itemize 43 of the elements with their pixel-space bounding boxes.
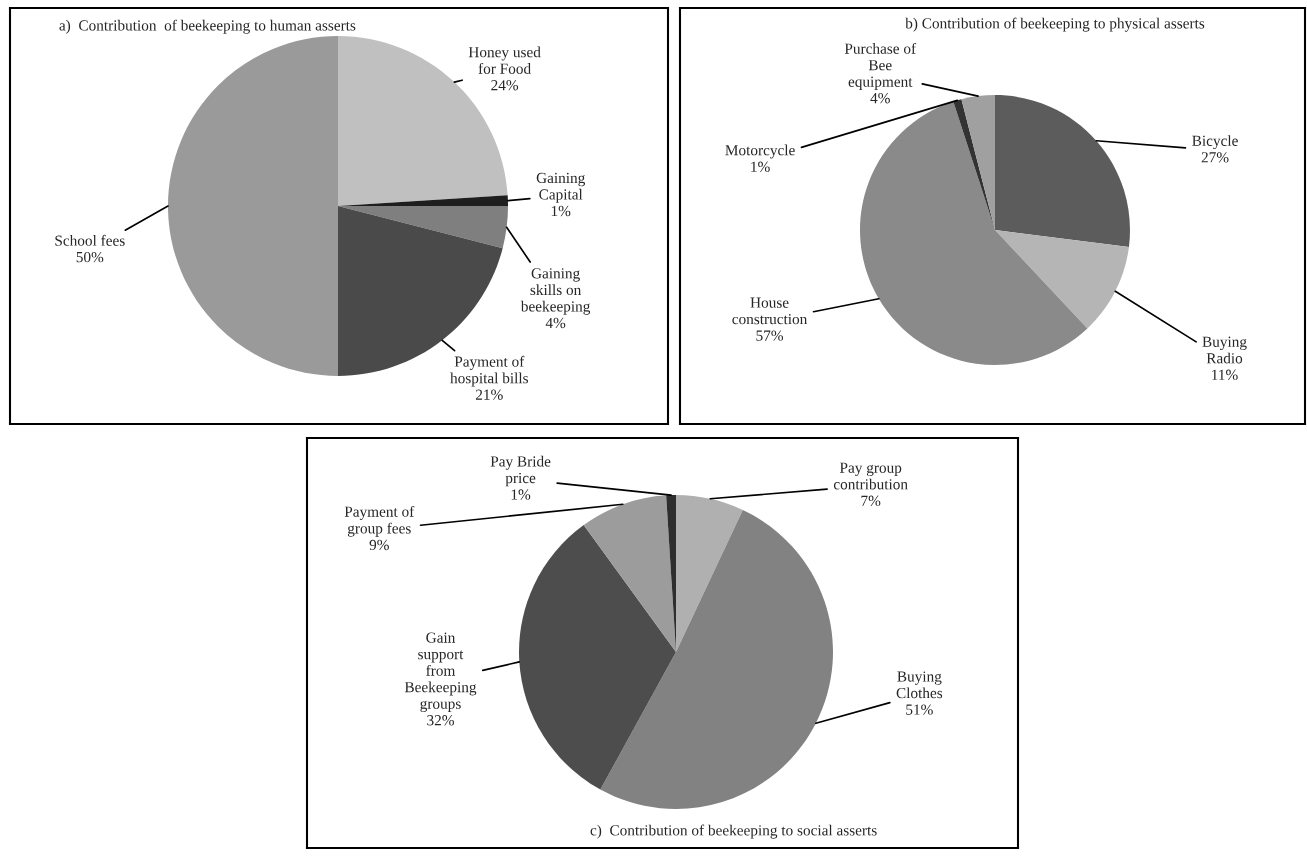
slice-label: Gaining Capital: [536, 172, 586, 203]
slice-label: Purchase of Bee equipment: [844, 42, 917, 90]
pie-slice: [961, 95, 995, 230]
slice-label: Gain support from Beekeeping groups: [404, 632, 477, 712]
pie-slice: [338, 206, 508, 249]
data-label: 11%: [1212, 369, 1238, 380]
chart-title: a) Contribution of beekeeping to human asserts: [59, 19, 356, 34]
data-label: 51%: [906, 704, 933, 715]
slice-label: Pay Bride price: [490, 455, 551, 487]
slice-label: Buying Clothes: [896, 671, 943, 699]
data-label: 7%: [861, 495, 881, 506]
slice-label: Pay group contribution: [833, 462, 908, 490]
data-label: 24%: [491, 80, 519, 91]
data-label: 27%: [1201, 152, 1229, 163]
slice-label: Motorcycle: [725, 144, 795, 159]
pie-slice: [676, 495, 743, 652]
chart-title: b) Contribution of beekeeping to physical asserts: [905, 17, 1205, 32]
slice-label: House construction: [732, 297, 808, 325]
pie-slice: [995, 95, 1130, 247]
slice-label: Payment of hospital bills: [450, 355, 528, 387]
text: c) Contribution of beekeeping to social asserts: [590, 824, 877, 839]
slice-label: Honey used for Food: [468, 46, 541, 74]
data-label: 9%: [369, 539, 389, 551]
data-label: 1%: [751, 161, 770, 172]
data-label: 1%: [511, 489, 531, 500]
slice-label: Buying Radio: [1202, 336, 1247, 364]
slice-label: Bicycle: [1192, 135, 1238, 150]
data-label: 1%: [551, 205, 571, 217]
data-label: 4%: [870, 93, 890, 104]
data-label: 57%: [756, 330, 784, 341]
data-label: 32%: [427, 715, 454, 726]
pie-slice: [519, 524, 676, 790]
data-label: 50%: [76, 251, 104, 263]
pie-slice: [600, 509, 833, 809]
pie-slice: [953, 99, 995, 230]
pie-slice: [995, 230, 1129, 329]
data-label: 21%: [475, 389, 503, 400]
pie-slice: [583, 495, 676, 652]
slice-label: Payment of group fees: [344, 505, 415, 537]
pie-slice: [168, 36, 338, 376]
slice-label: Gaining skills on beekeeping: [520, 268, 591, 315]
data-label: 4%: [545, 317, 566, 329]
slice-label: School fees: [55, 234, 125, 246]
